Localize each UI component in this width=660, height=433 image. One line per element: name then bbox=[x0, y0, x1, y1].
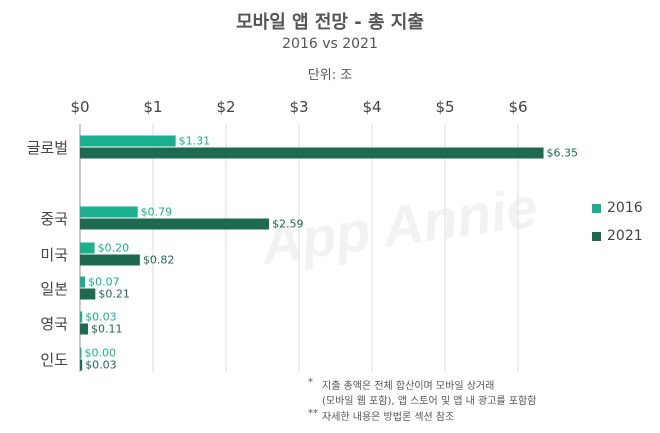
x-tick-label-5: $5 bbox=[435, 98, 454, 116]
footnote-1-marker: * bbox=[308, 377, 313, 388]
x-tick-label-3: $3 bbox=[289, 98, 308, 116]
footnote-1-line-1: 지출 총액은 전체 합산이며 모바일 상거래 bbox=[322, 381, 495, 392]
category-label-0: 글로벌 bbox=[27, 139, 68, 157]
legend-label-2021: 2021 bbox=[607, 228, 643, 244]
legend-label-2016: 2016 bbox=[607, 200, 643, 216]
data-label-2021-2: $0.82 bbox=[143, 254, 175, 267]
footnote-2-marker: ** bbox=[308, 408, 318, 419]
chart-title: 모바일 앱 전망 - 총 지출 bbox=[236, 12, 424, 33]
x-tick-label-2: $2 bbox=[216, 98, 235, 116]
bar-2016-2 bbox=[80, 242, 95, 254]
data-label-2016-2: $0.20 bbox=[98, 242, 130, 255]
data-label-2016-3: $0.07 bbox=[88, 276, 120, 289]
unit-label: 단위: 조 bbox=[307, 68, 353, 83]
category-label-4: 영국 bbox=[40, 315, 68, 333]
footnote-2-line-1: 자세한 내용은 방법론 섹션 참조 bbox=[322, 412, 455, 423]
chart-subtitle: 2016 vs 2021 bbox=[282, 36, 378, 52]
bar-2021-0 bbox=[80, 147, 544, 159]
legend-swatch-2016 bbox=[592, 203, 601, 213]
category-label-1: 중국 bbox=[40, 210, 68, 228]
legend-item-2021: 2021 bbox=[592, 228, 643, 244]
footnote-1-line-2: (모바일 웹 포함), 앱 스토어 및 앱 내 광고를 포함함 bbox=[322, 396, 537, 407]
legend-item-2016: 2016 bbox=[592, 200, 643, 216]
x-tick-label-4: $4 bbox=[362, 98, 381, 116]
bar-2021-5 bbox=[80, 359, 83, 371]
category-label-5: 인도 bbox=[40, 351, 68, 369]
data-label-2016-4: $0.03 bbox=[85, 311, 117, 324]
legend-swatch-2021 bbox=[592, 231, 601, 241]
bar-2021-1 bbox=[80, 218, 270, 230]
data-label-2021-4: $0.11 bbox=[91, 323, 123, 336]
bar-2016-1 bbox=[80, 206, 138, 218]
data-label-2016-5: $0.00 bbox=[85, 347, 117, 360]
bar-2021-2 bbox=[80, 254, 140, 266]
data-label-2021-5: $0.03 bbox=[85, 359, 117, 372]
x-tick-label-6: $6 bbox=[508, 98, 527, 116]
category-label-2: 미국 bbox=[40, 246, 68, 264]
bar-2021-4 bbox=[80, 323, 89, 335]
x-tick-label-1: $1 bbox=[143, 98, 162, 116]
x-tick-label-0: $0 bbox=[70, 98, 89, 116]
bar-2021-3 bbox=[80, 288, 96, 300]
data-label-2016-1: $0.79 bbox=[141, 206, 173, 219]
data-label-2016-0: $1.31 bbox=[179, 135, 211, 148]
bar-2016-0 bbox=[80, 135, 176, 147]
data-label-2021-0: $6.35 bbox=[547, 147, 579, 160]
bar-2016-5 bbox=[80, 347, 82, 359]
category-label-3: 일본 bbox=[40, 280, 68, 298]
data-label-2021-3: $0.21 bbox=[98, 288, 130, 301]
data-label-2021-1: $2.59 bbox=[272, 218, 304, 231]
bar-2016-3 bbox=[80, 276, 86, 288]
bar-2016-4 bbox=[80, 311, 83, 323]
